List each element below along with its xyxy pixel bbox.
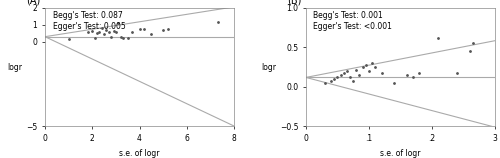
X-axis label: s.e. of logr: s.e. of logr: [120, 149, 160, 158]
Text: Begg's Test: 0.087
Egger's Test: 0.005: Begg's Test: 0.087 Egger's Test: 0.005: [52, 12, 126, 31]
Y-axis label: logr: logr: [8, 63, 22, 72]
Text: (B): (B): [287, 0, 302, 6]
Y-axis label: logr: logr: [261, 63, 276, 72]
X-axis label: s.e. of logr: s.e. of logr: [380, 149, 420, 158]
Text: (A): (A): [26, 0, 40, 6]
Text: Begg's Test: 0.001
Egger's Test: <0.001: Begg's Test: 0.001 Egger's Test: <0.001: [314, 12, 392, 31]
